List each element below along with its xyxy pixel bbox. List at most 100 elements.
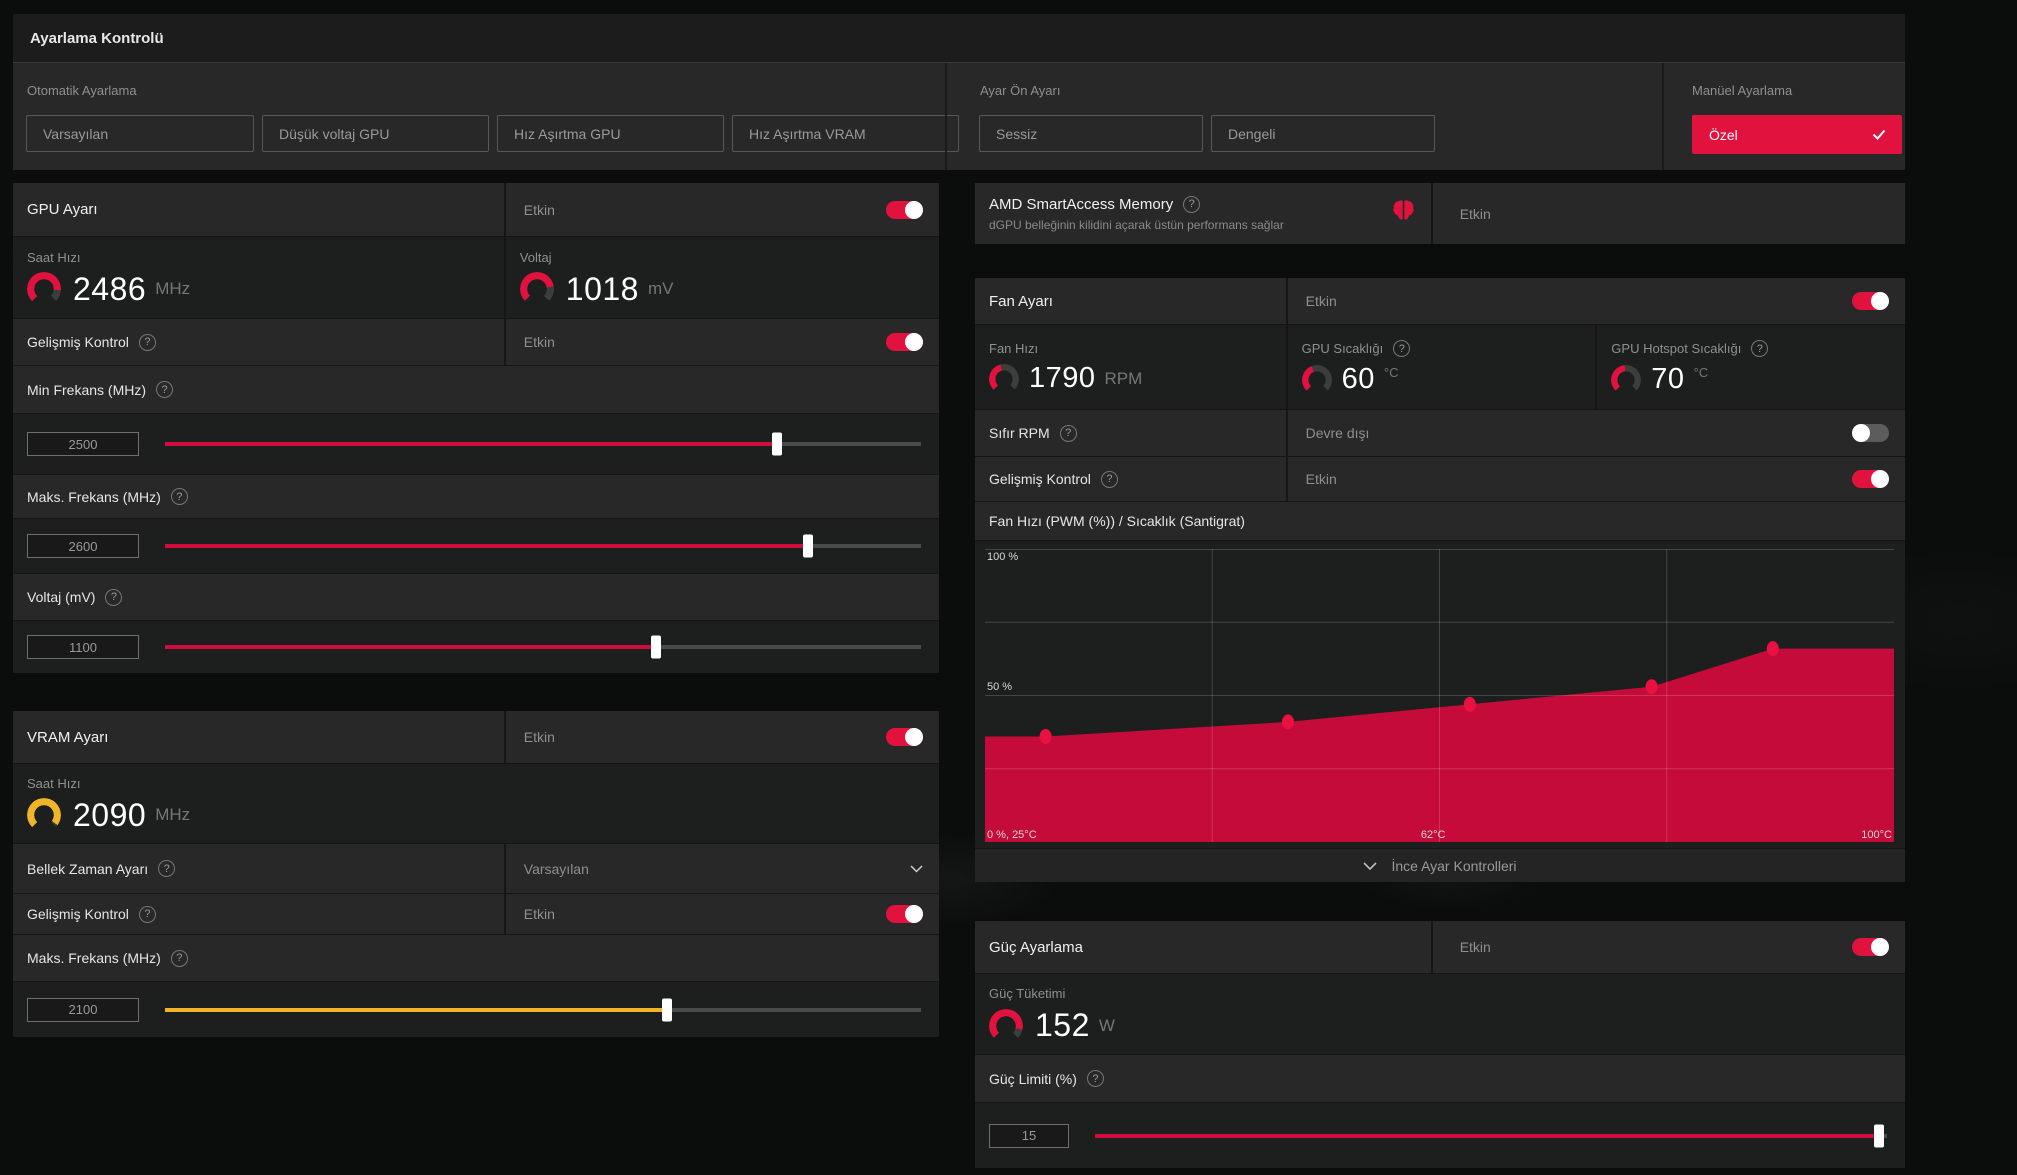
help-icon[interactable]: ? [1183,195,1201,213]
gpu-temp-label-wrap: GPU Sıcaklığı ? [1302,340,1411,357]
hotspot-temp-label: GPU Hotspot Sıcaklığı [1611,341,1742,356]
power-limit-slider[interactable] [1095,1124,1887,1147]
gpu-min-freq-slider[interactable] [165,432,921,456]
chevron-down-icon [1363,861,1378,870]
fine-tuning-controls-label: İnce Ayar Kontrolleri [1391,857,1517,874]
vram-timing-value: Varsayılan [523,860,589,877]
vram-enable-toggle[interactable] [886,728,923,746]
fan-curve-point[interactable] [1766,641,1779,657]
gpu-temp-gauge-icon [1301,364,1332,395]
power-consumption-unit: W [1098,1015,1115,1035]
vram-timing-dropdown[interactable]: Varsayılan [503,844,939,893]
hotspot-temp-unit: °C [1693,365,1709,380]
help-icon[interactable]: ? [1059,424,1077,442]
auto-overclock-gpu-button[interactable]: Hız Aşırtma GPU [497,115,724,152]
gpu-voltage-unit: mV [647,279,674,298]
gpu-clock-value: 2486 [73,270,147,307]
gpu-clock-gauge-icon [27,272,61,306]
slider-handle[interactable] [802,534,813,558]
fan-curve-point[interactable] [1039,729,1052,744]
check-icon [1872,129,1886,140]
slider-handle[interactable] [651,635,662,659]
help-icon[interactable]: ? [1751,340,1769,357]
preset-quiet-button[interactable]: Sessiz [979,115,1203,152]
power-tuning-panel: Güç Ayarlama Etkin Güç Tüketimi 152 W Gü… [975,921,1905,1168]
fan-curve-plot[interactable]: 100 % 50 % 0 %, 25°C 62°C 100°C [975,541,1905,849]
auto-overclock-vram-button[interactable]: Hız Aşırtma VRAM [732,115,959,152]
help-icon[interactable]: ? [170,488,188,505]
power-enable-toggle[interactable] [1852,938,1889,956]
manual-tuning-section: Manüel Ayarlama Özel [1662,63,1905,170]
hotspot-temp-value: 70 [1651,363,1685,395]
gpu-voltage-slider[interactable] [165,635,921,659]
power-status: Etkin [1459,939,1491,955]
gpu-enable-toggle[interactable] [886,200,923,219]
auto-tuning-section: Otomatik Ayarlama Varsayılan Düşük volta… [13,63,959,170]
power-consumption-label: Güç Tüketimi [989,986,1066,1001]
gpu-voltage-input[interactable]: 1100 [27,635,139,659]
auto-tuning-label: Otomatik Ayarlama [27,83,137,98]
slider-handle[interactable] [772,432,783,456]
gpu-min-freq-label: Min Frekans (MHz) [27,381,147,398]
help-icon[interactable]: ? [1100,470,1118,488]
vram-advanced-toggle[interactable] [886,905,923,923]
brain-icon [1390,198,1417,229]
manual-custom-button[interactable]: Özel [1692,115,1902,154]
fan-advanced-label: Gelişmiş Kontrol [989,471,1091,487]
help-icon[interactable]: ? [1086,1070,1104,1087]
fan-curve-canvas[interactable]: 100 % 50 % 0 %, 25°C 62°C 100°C [985,549,1894,842]
gpu-advanced-label: Gelişmiş Kontrol [27,334,129,350]
fan-speed-label: Fan Hızı [989,341,1039,356]
help-icon[interactable]: ? [158,860,176,877]
gpu-temp-unit: °C [1383,365,1399,380]
zero-rpm-status: Devre dışı [1305,425,1370,441]
zero-rpm-label: Sıfır RPM [989,425,1050,441]
manual-custom-button-label: Özel [1709,126,1738,143]
gpu-clock-label: Saat Hızı [27,249,81,265]
fan-speed-gauge-icon [989,363,1019,394]
help-icon[interactable]: ? [105,588,123,606]
slider-handle[interactable] [1874,1124,1885,1147]
fan-advanced-toggle[interactable] [1852,470,1889,488]
fine-tuning-controls-expander[interactable]: İnce Ayar Kontrolleri [975,849,1905,882]
gpu-advanced-toggle[interactable] [886,333,923,351]
fan-speed-unit: RPM [1104,368,1143,388]
slider-handle[interactable] [661,998,672,1021]
preset-balanced-button[interactable]: Dengeli [1211,115,1435,152]
auto-undervolt-gpu-button[interactable]: Düşük voltaj GPU [262,115,489,152]
gpu-max-freq-input[interactable]: 2600 [27,534,139,558]
fan-advanced-status: Etkin [1305,471,1337,487]
hotspot-label-wrap: GPU Hotspot Sıcaklığı ? [1611,340,1769,357]
fan-status: Etkin [1305,293,1337,309]
help-icon[interactable]: ? [138,333,156,351]
gpu-max-freq-slider[interactable] [165,534,921,558]
vram-max-freq-label: Maks. Frekans (MHz) [27,950,161,966]
gpu-temp-value: 60 [1341,363,1375,395]
zero-rpm-toggle[interactable] [1852,424,1889,442]
help-icon[interactable]: ? [156,381,174,398]
page-title: Ayarlama Kontrolü [13,14,1905,63]
vram-max-freq-input[interactable]: 2100 [27,997,139,1022]
preset-bar: Otomatik Ayarlama Varsayılan Düşük volta… [13,63,1905,170]
fan-curve-point[interactable] [1463,696,1476,712]
help-icon[interactable]: ? [170,949,188,967]
smart-access-memory-panel: AMD SmartAccess Memory ? dGPU belleğinin… [975,183,1905,244]
help-icon[interactable]: ? [138,905,156,923]
gpu-tuning-panel: GPU Ayarı Etkin Saat Hızı 2486 MHz Volta… [13,183,939,673]
help-icon[interactable]: ? [1393,340,1411,357]
power-gauge-icon [989,1008,1023,1043]
vram-advanced-status: Etkin [523,906,555,922]
hotspot-gauge-icon [1611,364,1642,395]
x-axis-label-max: 100°C [1861,829,1892,841]
manual-tuning-label: Manüel Ayarlama [1692,83,1793,98]
fan-curve-point[interactable] [1281,714,1295,730]
fan-enable-toggle[interactable] [1852,292,1889,310]
gpu-min-freq-input[interactable]: 2500 [27,432,139,456]
power-consumption-value: 152 [1035,1007,1090,1043]
sam-subtitle: dGPU belleğinin kilidini açarak üstün pe… [989,217,1284,232]
power-limit-label: Güç Limiti (%) [989,1070,1077,1087]
auto-default-button[interactable]: Varsayılan [26,115,254,152]
power-limit-input[interactable]: 15 [989,1123,1069,1148]
fan-curve-point[interactable] [1645,679,1658,695]
vram-max-freq-slider[interactable] [165,998,921,1021]
